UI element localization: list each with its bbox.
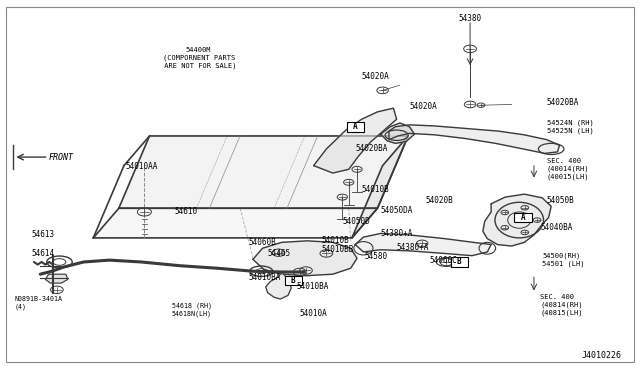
Text: A: A	[353, 122, 357, 131]
Text: 54050DA: 54050DA	[381, 206, 413, 215]
Text: 54610: 54610	[174, 208, 198, 217]
Text: 54010BA: 54010BA	[248, 273, 281, 282]
Polygon shape	[266, 272, 291, 299]
Text: 54580: 54580	[365, 252, 388, 261]
Polygon shape	[355, 234, 491, 256]
Text: 54400M
(COMPORNENT PARTS
 ARE NOT FOR SALE): 54400M (COMPORNENT PARTS ARE NOT FOR SAL…	[161, 47, 237, 69]
Polygon shape	[381, 123, 415, 143]
Text: SEC. 400
(40014(RH)
(40015(LH): SEC. 400 (40014(RH) (40015(LH)	[547, 158, 589, 180]
Text: 54010B: 54010B	[362, 185, 389, 194]
Text: 54050D: 54050D	[342, 217, 370, 226]
Text: 54010A: 54010A	[300, 309, 328, 318]
Text: 54614: 54614	[31, 249, 54, 258]
Text: 54020BA: 54020BA	[355, 144, 387, 153]
FancyBboxPatch shape	[285, 276, 302, 285]
Polygon shape	[253, 241, 357, 276]
Text: 54010AA: 54010AA	[125, 162, 157, 171]
Polygon shape	[119, 136, 408, 208]
Text: 54524N (RH)
54525N (LH): 54524N (RH) 54525N (LH)	[547, 119, 593, 134]
Text: N0891B-3401A
(4): N0891B-3401A (4)	[15, 296, 63, 310]
Polygon shape	[45, 274, 68, 283]
Text: 54380+A: 54380+A	[397, 243, 429, 251]
Text: 54010BB: 54010BB	[322, 244, 355, 253]
Text: B: B	[291, 276, 296, 285]
Text: 54040BA: 54040BA	[540, 223, 573, 232]
Text: 54618 (RH)
54618N(LH): 54618 (RH) 54618N(LH)	[172, 303, 212, 317]
Text: 54010BA: 54010BA	[296, 282, 329, 291]
FancyBboxPatch shape	[346, 122, 364, 132]
Text: 54380: 54380	[458, 14, 482, 23]
FancyBboxPatch shape	[451, 257, 468, 267]
Text: FRONT: FRONT	[49, 153, 74, 161]
Text: 54060B: 54060B	[248, 238, 276, 247]
Polygon shape	[389, 125, 559, 153]
Polygon shape	[93, 208, 378, 238]
Text: 54050B: 54050B	[547, 196, 575, 205]
Text: 54020A: 54020A	[410, 102, 437, 111]
FancyBboxPatch shape	[515, 213, 532, 222]
Text: SEC. 400
(40814(RH)
(40815(LH): SEC. 400 (40814(RH) (40815(LH)	[540, 294, 583, 316]
Polygon shape	[352, 136, 408, 238]
Text: 54060C: 54060C	[430, 256, 458, 265]
Polygon shape	[314, 108, 397, 173]
Text: 54020BA: 54020BA	[547, 98, 579, 107]
Text: A: A	[521, 213, 525, 222]
Text: 54500(RH)
54501 (LH): 54500(RH) 54501 (LH)	[542, 252, 585, 267]
Text: B: B	[457, 257, 461, 266]
Text: J4010226: J4010226	[582, 351, 622, 360]
Text: 54020A: 54020A	[362, 72, 389, 81]
Text: 54613: 54613	[31, 230, 54, 240]
Text: 54465: 54465	[268, 249, 291, 258]
Text: 54020B: 54020B	[426, 196, 453, 205]
Text: 54010B: 54010B	[322, 236, 349, 246]
Polygon shape	[483, 194, 551, 246]
Text: 54380+A: 54380+A	[381, 229, 413, 238]
